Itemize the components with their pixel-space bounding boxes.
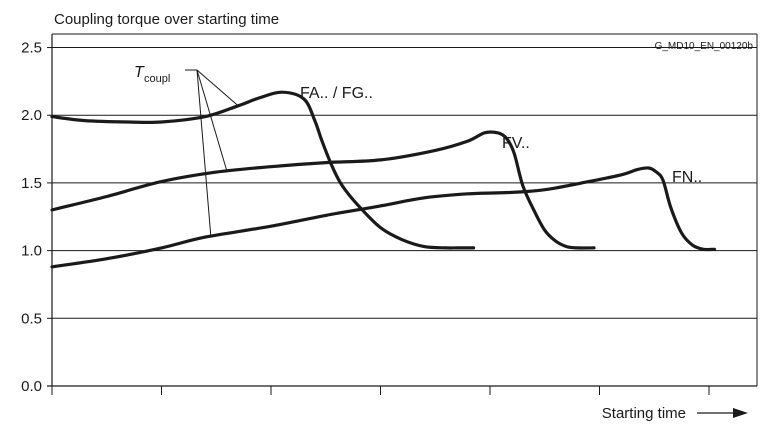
leader-line — [196, 69, 239, 107]
leader-line — [196, 69, 212, 236]
series-label-fn: FN.. — [672, 169, 702, 186]
series-line-fv — [50, 130, 596, 250]
grid-lines — [52, 33, 758, 386]
series-label-fa-fg: FA.. / FG.. — [300, 85, 373, 102]
y-tick-label: 1.5 — [21, 175, 42, 192]
y-tick-label: 2.0 — [21, 107, 42, 124]
coupling-torque-symbol: T — [134, 64, 145, 81]
y-tick-label: 1.0 — [21, 243, 42, 260]
series-line-fa-fg — [50, 90, 476, 250]
y-tick-labels: 0.0 0.5 1.0 1.5 2.0 2.5 — [21, 40, 42, 395]
series-line-fn — [50, 166, 717, 269]
x-axis-label: Starting time — [602, 405, 686, 422]
drawing-code: G_MD10_EN_00120b — [655, 41, 754, 52]
axes — [47, 34, 757, 395]
series-label-fv: FV.. — [502, 135, 530, 152]
annotation-leader-lines — [185, 69, 239, 236]
x-axis-arrow — [697, 408, 748, 418]
coupling-torque-subscript: coupl — [144, 73, 170, 85]
y-tick-label: 2.5 — [21, 40, 42, 57]
series-lines — [50, 90, 717, 269]
chart-title: Coupling torque over starting time — [54, 11, 279, 28]
y-tick-label: 0.0 — [21, 378, 42, 395]
y-tick-label: 0.5 — [21, 310, 42, 327]
leader-line — [196, 69, 228, 173]
